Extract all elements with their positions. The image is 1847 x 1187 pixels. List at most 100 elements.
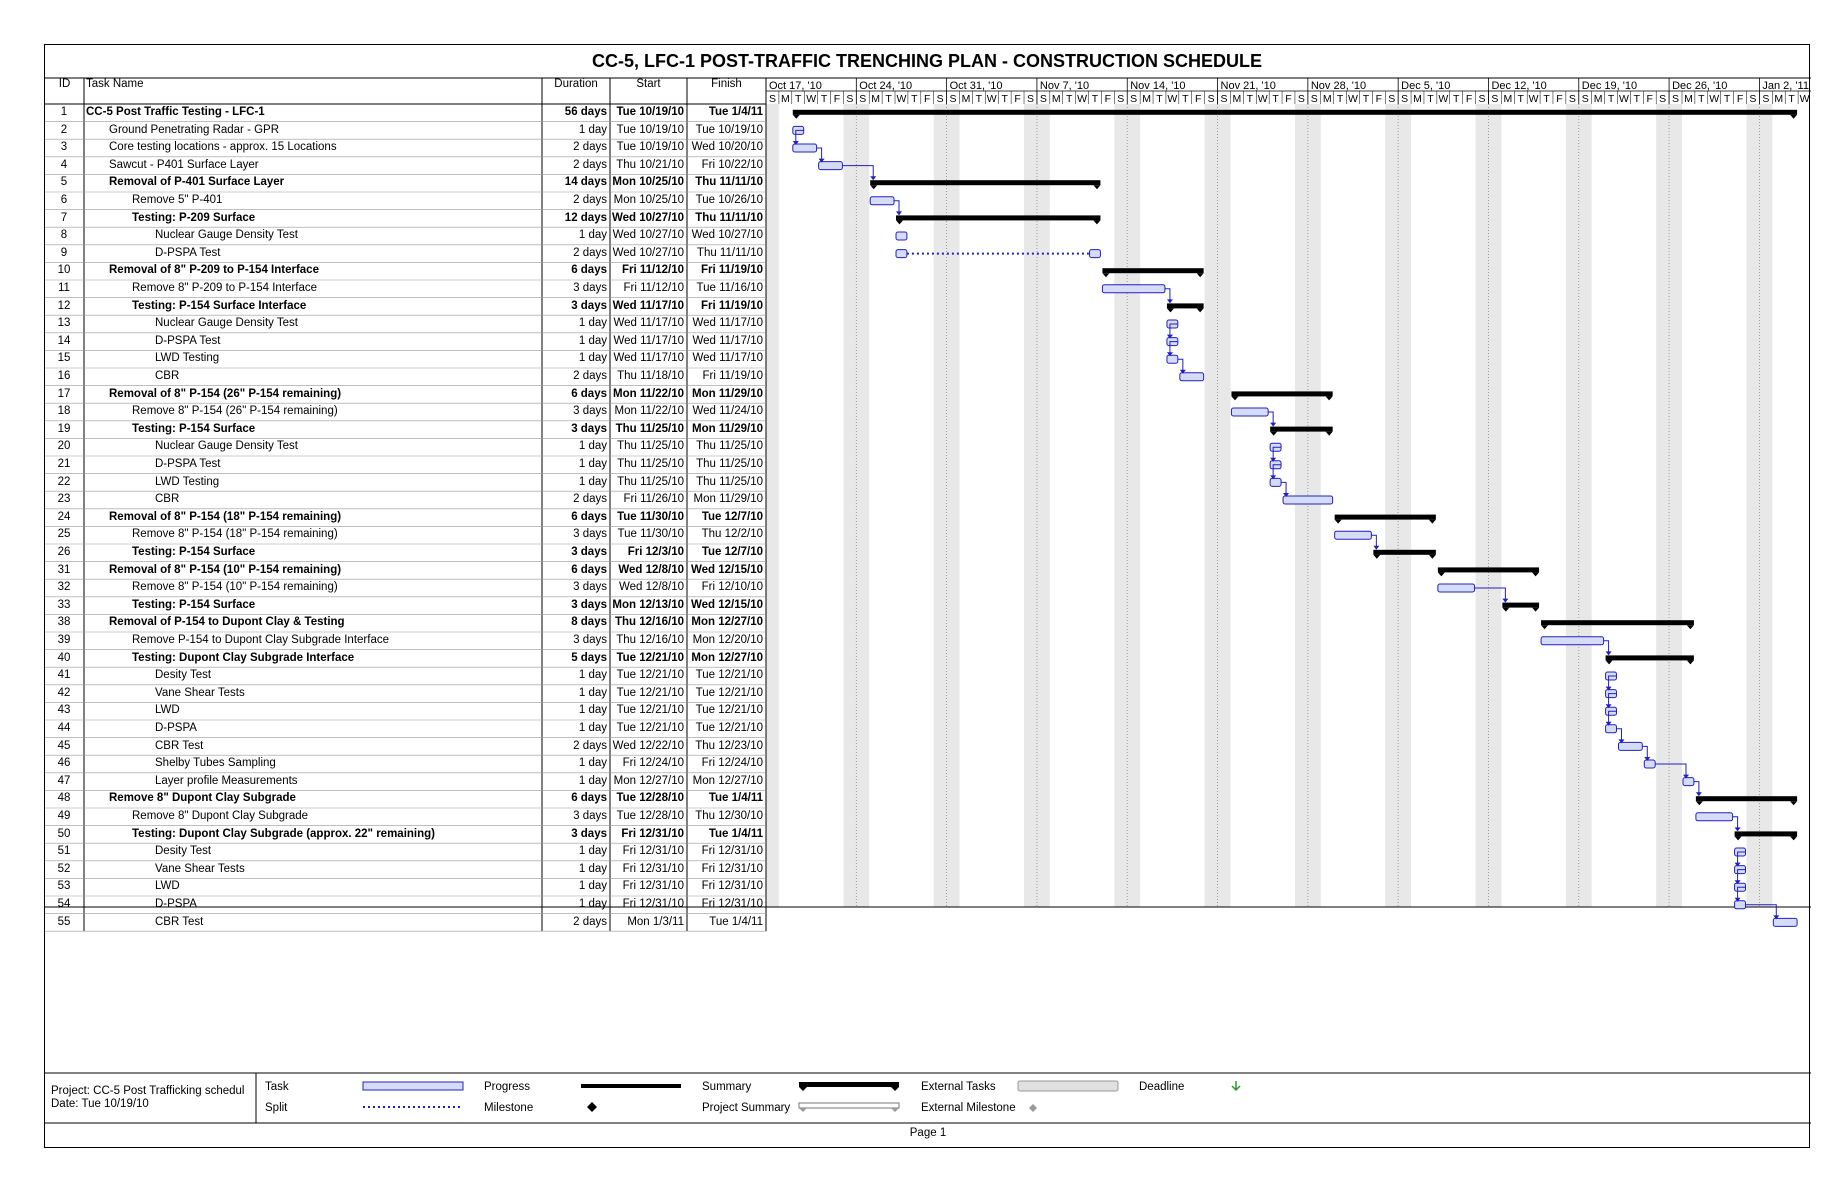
summary-end-marker [1428, 554, 1436, 559]
task-start: Tue 11/30/10 [617, 528, 685, 541]
day-letter: S [1040, 93, 1047, 105]
task-start: Tue 10/19/10 [616, 106, 684, 118]
day-letter: S [846, 93, 853, 105]
weekend-shade [856, 104, 870, 907]
task-finish: Mon 12/27/10 [692, 774, 763, 787]
task-finish: Wed 12/15/10 [690, 598, 763, 611]
task-id: 4 [60, 158, 68, 171]
task-id: 55 [57, 915, 71, 928]
summary-bar [1334, 514, 1436, 520]
task-start: Mon 12/27/10 [613, 774, 684, 787]
summary-bar [896, 215, 1101, 221]
task-id: 44 [57, 722, 71, 734]
day-letter: S [1311, 93, 1318, 105]
weekend-shade [1385, 104, 1399, 907]
task-duration: 3 days [571, 827, 607, 840]
task-name: Removal of P-154 to Dupont Clay & Testin… [109, 616, 345, 629]
day-letter: T [1608, 93, 1615, 105]
summary-end-marker [1532, 607, 1540, 612]
summary-end-marker [1428, 519, 1436, 524]
task-id: 11 [58, 282, 70, 294]
day-letter: M [962, 93, 971, 105]
task-start: Fri 12/31/10 [622, 845, 684, 858]
dependency-arrowhead [1179, 369, 1186, 374]
day-letter: F [1647, 93, 1653, 105]
task-finish: Mon 11/29/10 [692, 422, 763, 435]
day-letter: M [781, 93, 790, 105]
task-id: 7 [60, 211, 68, 224]
task-name: Desity Test [155, 845, 212, 858]
task-start: Fri 12/31/10 [622, 862, 684, 875]
task-name: Remove P-154 to Dupont Clay Subgrade Int… [132, 634, 389, 646]
task-start: Thu 11/25/10 [617, 475, 684, 488]
day-letter: T [1427, 93, 1434, 105]
weekend-shade [1578, 104, 1592, 907]
day-letter: S [950, 93, 957, 105]
day-letter: W [1529, 93, 1539, 105]
task-finish: Thu 11/11/10 [695, 176, 763, 189]
task-start: Thu 11/18/10 [617, 370, 684, 382]
day-letter: S [1208, 93, 1215, 105]
task-start: Thu 12/16/10 [614, 616, 684, 629]
task-start: Tue 12/28/10 [616, 810, 684, 822]
dependency-arrowhead [1734, 862, 1741, 867]
page-number: Page 1 [909, 1127, 947, 1139]
column-header-id: ID [58, 78, 71, 90]
task-start: Tue 12/21/10 [616, 722, 684, 734]
day-letter: T [1156, 93, 1163, 105]
weekend-shade [1565, 104, 1579, 907]
summary-end-marker [1605, 660, 1613, 665]
task-duration: 1 day [578, 440, 607, 453]
task-name: Remove 8" Dupont Clay Subgrade [132, 810, 309, 822]
task-duration: 5 days [571, 651, 607, 664]
task-name: CBR Test [155, 739, 204, 752]
task-start: Fri 12/24/10 [622, 757, 684, 770]
legend-milestone-label: Milestone [484, 1102, 534, 1114]
task-name: CBR Test [155, 915, 204, 928]
task-finish: Wed 11/24/10 [692, 405, 763, 418]
task-finish: Tue 12/21/10 [695, 669, 763, 682]
task-bar [1772, 917, 1798, 927]
dependency-arrowhead [1734, 880, 1741, 885]
schedule-frame: CC-5, LFC-1 POST-TRAFFIC TRENCHING PLAN … [44, 44, 1811, 1148]
day-letter: S [1491, 93, 1498, 105]
task-finish: Thu 11/25/10 [696, 475, 763, 488]
task-id: 10 [57, 264, 71, 277]
dependency-link [1608, 675, 1617, 689]
legend-deadline-symbol [1231, 1081, 1241, 1092]
task-duration: 1 day [578, 862, 607, 875]
task-start: Fri 11/12/10 [621, 264, 684, 277]
task-finish: Fri 10/22/10 [701, 158, 763, 171]
task-id: 52 [57, 862, 71, 875]
weekend-shade [766, 104, 779, 907]
day-letter: S [1027, 93, 1034, 105]
task-id: 48 [57, 792, 71, 805]
task-finish: Fri 12/24/10 [701, 757, 763, 770]
task-duration: 1 day [578, 229, 607, 242]
day-letter: T [795, 93, 802, 105]
task-start: Fri 12/31/10 [622, 880, 684, 893]
task-duration: 2 days [573, 194, 607, 206]
dependency-arrowhead [1605, 651, 1612, 656]
legend: Project: CC-5 Post Trafficking schedul D… [45, 1073, 1811, 1123]
task-finish: Wed 10/27/10 [691, 229, 763, 242]
day-letter: F [924, 93, 930, 105]
dependency-link [1272, 446, 1282, 460]
column-header-name: Task Name [86, 78, 144, 90]
task-name: LWD [155, 880, 180, 893]
weekend-shade [1204, 104, 1218, 907]
task-bar [1617, 741, 1643, 751]
legend-external-milestone-label: External Milestone [921, 1102, 1016, 1114]
task-duration: 8 days [571, 616, 607, 629]
task-name: Nuclear Gauge Density Test [155, 229, 298, 242]
summary-end-marker [1437, 572, 1445, 577]
day-letter: T [1272, 93, 1279, 105]
task-start: Fri 12/31/10 [622, 898, 684, 910]
week-label: Nov 14, '10 [1130, 80, 1185, 92]
summary-bar [1102, 268, 1204, 274]
task-finish: Tue 12/7/10 [701, 510, 763, 523]
task-finish: Tue 1/4/11 [708, 827, 763, 840]
task-start: Wed 11/17/10 [613, 352, 684, 365]
dependency-arrowhead [1283, 493, 1290, 497]
summary-end-marker [792, 114, 800, 119]
